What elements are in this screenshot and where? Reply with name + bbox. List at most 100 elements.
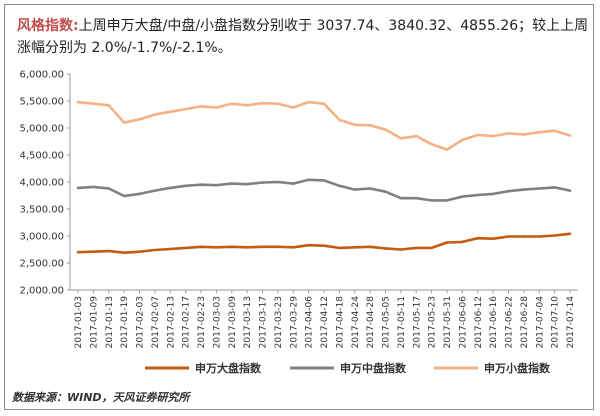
x-tick-label: 2017-02-03	[136, 296, 146, 348]
x-tick-label: 2017-04-12	[320, 296, 330, 348]
data-point	[291, 106, 295, 109]
data-point	[230, 102, 234, 105]
data-point	[522, 188, 526, 191]
data-point	[491, 134, 495, 138]
data-point	[491, 237, 495, 240]
data-point	[476, 193, 480, 197]
source-note: 数据来源：WIND，天风证券研究所	[12, 391, 190, 404]
x-tick-label: 2017-05-31	[443, 296, 453, 348]
data-point	[92, 250, 95, 253]
data-point	[76, 100, 80, 104]
data-point	[245, 246, 249, 249]
data-point	[537, 187, 541, 190]
data-point	[307, 100, 310, 104]
data-point	[153, 113, 157, 116]
data-point	[399, 196, 403, 200]
x-tick-label: 2017-01-13	[105, 296, 115, 348]
data-point	[153, 189, 157, 192]
data-point	[122, 121, 126, 124]
data-point	[153, 248, 157, 252]
data-point	[138, 250, 141, 253]
data-point	[414, 246, 418, 250]
x-tick-label: 2017-02-13	[166, 296, 176, 348]
y-tick-label: 2,500.00	[19, 259, 64, 270]
data-point	[230, 182, 234, 185]
data-point	[276, 245, 280, 249]
figure-frame: 风格指数:上周申万大盘/中盘/小盘指数分别收于 3037.74、3840.32、…	[4, 4, 594, 410]
data-point	[384, 247, 387, 250]
data-point	[276, 180, 280, 184]
x-tick-label: 2017-06-12	[474, 296, 484, 348]
headline-tag: 风格指数	[17, 18, 73, 34]
data-point	[199, 183, 203, 186]
data-point	[261, 181, 264, 184]
data-point	[184, 184, 187, 188]
series-line-2	[77, 178, 571, 202]
data-point	[138, 192, 141, 196]
headline-text: 上周申万大盘/中盘/小盘指数分别收于 3037.74、3840.32、4855.…	[17, 18, 589, 56]
x-tick-label: 2017-04-24	[351, 296, 361, 349]
series-layer	[76, 100, 572, 255]
data-point	[107, 187, 111, 190]
data-point	[476, 236, 480, 240]
data-point	[92, 102, 95, 105]
data-point	[461, 195, 464, 198]
data-point	[338, 246, 341, 250]
data-point	[568, 134, 572, 137]
y-tick-label: 3,500.00	[19, 205, 64, 216]
data-point	[322, 179, 326, 182]
x-tick-label: 2017-07-10	[551, 296, 561, 349]
data-point	[568, 189, 572, 192]
x-tick-label: 2017-03-03	[212, 296, 222, 348]
data-point	[184, 107, 187, 111]
data-point	[430, 199, 433, 202]
y-tick-label: 2,000.00	[19, 286, 64, 297]
data-point	[461, 138, 464, 142]
x-tick-label: 2017-03-17	[259, 296, 269, 348]
y-tick-label: 5,500.00	[19, 97, 64, 108]
data-point	[399, 136, 403, 140]
legend-label: 申万中盘指数	[340, 361, 407, 375]
x-tick-label: 2017-07-14	[566, 296, 576, 349]
data-point	[92, 185, 95, 189]
data-point	[430, 246, 433, 250]
data-point	[553, 186, 556, 189]
x-tick-label: 2017-04-18	[335, 296, 345, 349]
x-tick-label: 2017-01-03	[74, 296, 84, 348]
data-point	[338, 184, 341, 188]
data-point	[553, 129, 556, 132]
y-tick-label: 5,000.00	[19, 124, 64, 135]
x-tick-label: 2017-03-23	[274, 296, 284, 348]
x-tick-label: 2017-01-19	[120, 296, 130, 349]
data-point	[353, 246, 357, 249]
data-point	[430, 142, 433, 146]
data-point	[122, 194, 126, 198]
x-tick-label: 2017-06-16	[489, 296, 499, 349]
data-point	[491, 192, 495, 196]
data-point	[322, 244, 326, 248]
data-point	[384, 190, 387, 194]
x-tick-label: 2017-05-17	[412, 296, 422, 348]
data-point	[107, 249, 111, 253]
data-point	[76, 250, 80, 254]
data-point	[522, 235, 526, 238]
data-point	[261, 101, 264, 105]
data-point	[276, 102, 280, 105]
headline: 风格指数:上周申万大盘/中盘/小盘指数分别收于 3037.74、3840.32、…	[17, 15, 593, 59]
data-point	[445, 241, 449, 244]
data-point	[291, 182, 295, 185]
y-axis: 2,000.00 2,500.00 3,000.00 3,500.00 4,000.00…	[19, 70, 71, 297]
data-point	[215, 246, 218, 249]
data-point	[107, 104, 111, 107]
legend: 申万大盘指数 申万中盘指数 申万小盘指数	[145, 361, 551, 375]
x-tick-label: 2017-02-17	[182, 296, 192, 348]
x-tick-label: 2017-03-09	[228, 296, 238, 349]
data-point	[230, 245, 234, 249]
data-point	[368, 245, 372, 249]
data-point	[461, 240, 464, 244]
data-point	[399, 248, 403, 251]
x-tick-label: 2017-05-05	[382, 296, 392, 348]
data-point	[338, 118, 341, 122]
data-point	[445, 148, 449, 151]
data-point	[245, 182, 249, 186]
